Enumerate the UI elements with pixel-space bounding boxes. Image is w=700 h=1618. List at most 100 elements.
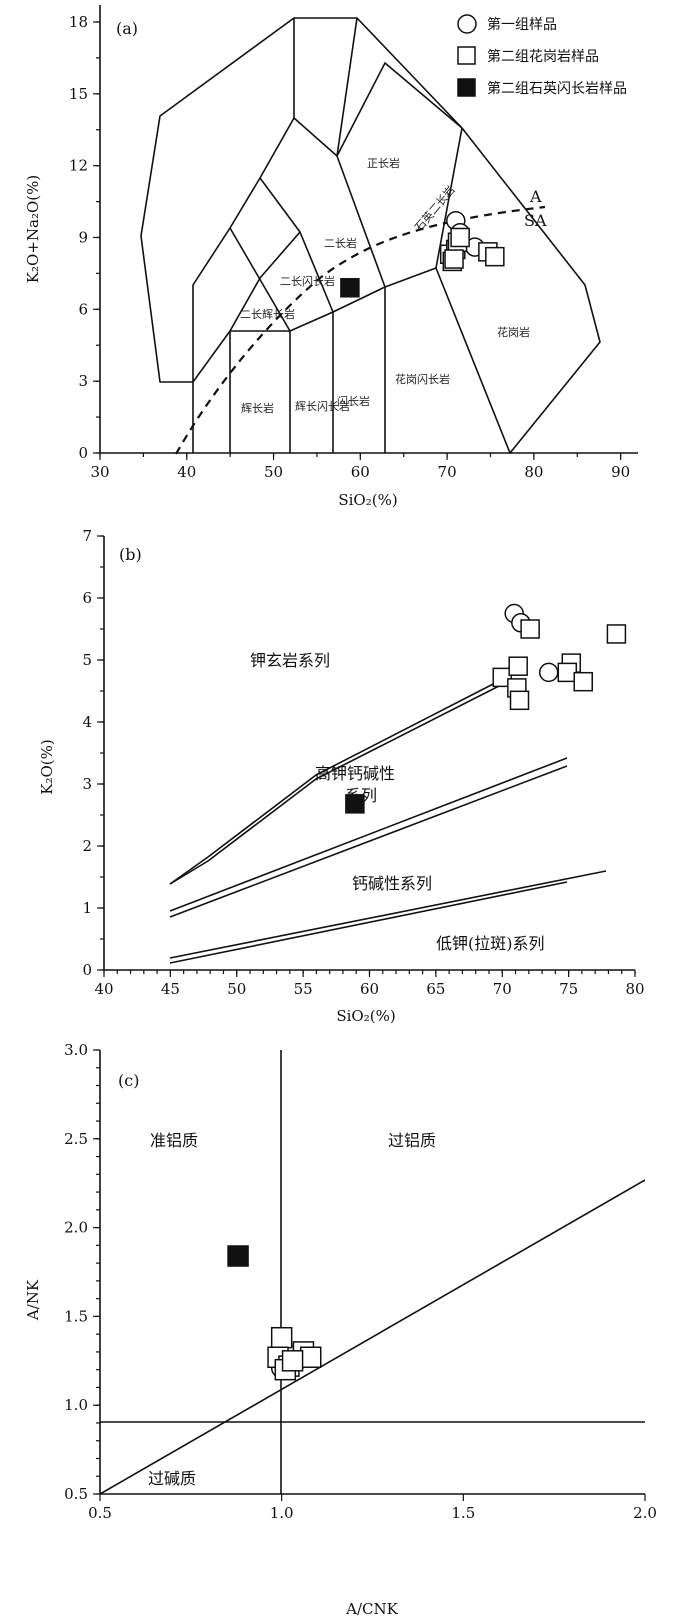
- point-group2-granite: [606, 624, 627, 644]
- point-group2-granite: [509, 690, 530, 711]
- x-tick-label: 65: [426, 980, 445, 998]
- panel-label-c: (c): [118, 1071, 139, 1090]
- point-group2-granite: [281, 1350, 304, 1372]
- point-group2-granite: [299, 1346, 322, 1368]
- point-group1: [538, 662, 559, 683]
- y-tick-label: 2: [82, 837, 92, 855]
- point-group2-granite: [508, 656, 528, 676]
- legend-label-group2-granite: 第二组花岗岩样品: [487, 48, 599, 65]
- chart-a-field-labels: 正长岩 石英二长岩 二长岩 二长闪长岩 二长辉长岩 辉长岩 辉长闪长岩 闪长岩 …: [240, 156, 547, 415]
- field-boundary: [229, 231, 301, 332]
- alkaline-subalkaline-curve: [175, 205, 546, 455]
- legend-marker-filled-square: [457, 78, 476, 97]
- y-tick-label: 9: [78, 228, 88, 246]
- field-label-granodiorite: 花岗闪长岩: [395, 372, 450, 386]
- series-label-high-k-calc-alkaline: 高钾钙碱性: [315, 764, 395, 783]
- y-tick-label: 0.5: [64, 1485, 88, 1503]
- chart-a-tas-diagram: 30 40 50 60 70 80 90 0 3 6 9 12 15 18 正长岩 石英二长岩 二长岩 二…: [0, 0, 700, 522]
- x-tick-label: 50: [264, 463, 283, 481]
- x-tick-label: 40: [94, 980, 113, 998]
- point-group2-granite: [520, 619, 540, 639]
- x-tick-label: 70: [438, 463, 457, 481]
- y-tick-label: 3.0: [64, 1041, 88, 1059]
- x-tick-label: 30: [90, 463, 109, 481]
- x-tick-label: 75: [559, 980, 578, 998]
- chart-c-points: [227, 1245, 322, 1381]
- curve-label-a: A: [529, 187, 542, 206]
- series-boundary: [169, 881, 568, 964]
- y-tick-label: 3: [82, 775, 92, 793]
- y-tick-label: 3: [78, 372, 88, 390]
- y-tick-label: 7: [82, 527, 92, 545]
- chart-b-x-axis-label: SiO₂(%): [336, 1007, 395, 1025]
- point-group2-quartz-diorite: [345, 794, 365, 814]
- x-tick-label: 60: [351, 463, 370, 481]
- x-tick-label: 0.5: [88, 1504, 112, 1522]
- chart-c-axes: 0.5 1.0 1.5 2.0 0.5 1.0 1.5 2.0 2.5 3.0: [64, 1041, 657, 1522]
- field-boundary: [336, 155, 386, 288]
- chart-b-points: [345, 603, 627, 814]
- x-tick-label: 70: [493, 980, 512, 998]
- field-boundary: [336, 17, 358, 157]
- field-boundary: [140, 17, 601, 454]
- point-group2-granite: [573, 671, 593, 692]
- chart-b-y-axis-label: K₂O(%): [38, 739, 56, 794]
- series-label-calc-alkaline: 钙碱性系列: [352, 874, 432, 893]
- chart-a-axes: 30 40 50 60 70 80 90 0 3 6 9 12 15 18: [69, 5, 638, 481]
- x-tick-label: 55: [294, 980, 313, 998]
- chart-c-boundaries: [99, 1050, 646, 1495]
- field-label-monzodiorite: 二长闪长岩: [280, 274, 335, 288]
- field-boundary: [259, 177, 334, 313]
- point-group2-quartz-diorite: [227, 1245, 249, 1267]
- point-group2-quartz-diorite: [340, 278, 360, 298]
- y-tick-label: 5: [82, 651, 92, 669]
- chart-a-legend: 第一组样品 第二组花岗岩样品 第二组石英闪长岩样品: [457, 14, 627, 97]
- x-tick-label: 50: [227, 980, 246, 998]
- y-tick-label: 2.0: [64, 1219, 88, 1237]
- y-tick-label: 1.5: [64, 1307, 88, 1325]
- series-boundary: [169, 765, 568, 918]
- series-boundary: [169, 680, 500, 885]
- series-label-shoshonite: 钾玄岩系列: [250, 651, 330, 670]
- point-group2-granite: [492, 667, 512, 688]
- chart-c-acnk-ank-diagram: 0.5 1.0 1.5 2.0 0.5 1.0 1.5 2.0 2.5 3.0 准铝质 过铝质 过…: [0, 1040, 700, 1618]
- x-tick-label: 60: [360, 980, 379, 998]
- field-boundary: [192, 62, 463, 453]
- panel-label-b: (b): [119, 545, 142, 564]
- chart-a-y-axis-label: K₂O+Na₂O(%): [24, 175, 42, 283]
- series-label-low-k-tholeiite: 低钾(拉斑)系列: [436, 934, 545, 953]
- legend-label-group1: 第一组样品: [487, 16, 557, 33]
- chart-a-x-axis-label: SiO₂(%): [338, 491, 397, 509]
- field-label-peralkaline: 过碱质: [148, 1469, 196, 1488]
- x-tick-label: 40: [177, 463, 196, 481]
- chart-a-points: [340, 210, 505, 298]
- legend-marker-square: [457, 46, 476, 65]
- x-tick-label: 1.5: [451, 1504, 475, 1522]
- boundary-diagonal: [99, 1179, 646, 1495]
- field-label-diorite: 闪长岩: [337, 394, 370, 408]
- y-tick-label: 15: [69, 85, 88, 103]
- y-tick-label: 0: [82, 961, 92, 979]
- y-tick-label: 1: [82, 899, 92, 917]
- y-tick-label: 4: [82, 713, 92, 731]
- field-label-metaluminous: 准铝质: [150, 1131, 198, 1150]
- field-label-granite: 花岗岩: [497, 325, 530, 339]
- field-label-gabbrodiorite: 辉长闪长岩: [295, 399, 350, 413]
- x-tick-label: 2.0: [633, 1504, 657, 1522]
- x-tick-label: 45: [161, 980, 180, 998]
- x-tick-label: 90: [611, 463, 630, 481]
- panel-label-a: (a): [116, 19, 138, 38]
- field-label-monzogabbro: 二长辉长岩: [240, 307, 295, 321]
- chart-b-series-boundaries: [169, 680, 607, 964]
- field-label-monzonite: 二长岩: [324, 236, 357, 250]
- series-boundary: [169, 870, 607, 959]
- y-tick-label: 2.5: [64, 1130, 88, 1148]
- point-group2-granite: [485, 246, 505, 267]
- curve-label-sa: SA: [524, 211, 547, 230]
- point-group2-granite: [444, 249, 464, 269]
- x-tick-label: 80: [625, 980, 644, 998]
- point-group2-granite: [450, 227, 470, 248]
- field-label-peraluminous: 过铝质: [388, 1131, 436, 1150]
